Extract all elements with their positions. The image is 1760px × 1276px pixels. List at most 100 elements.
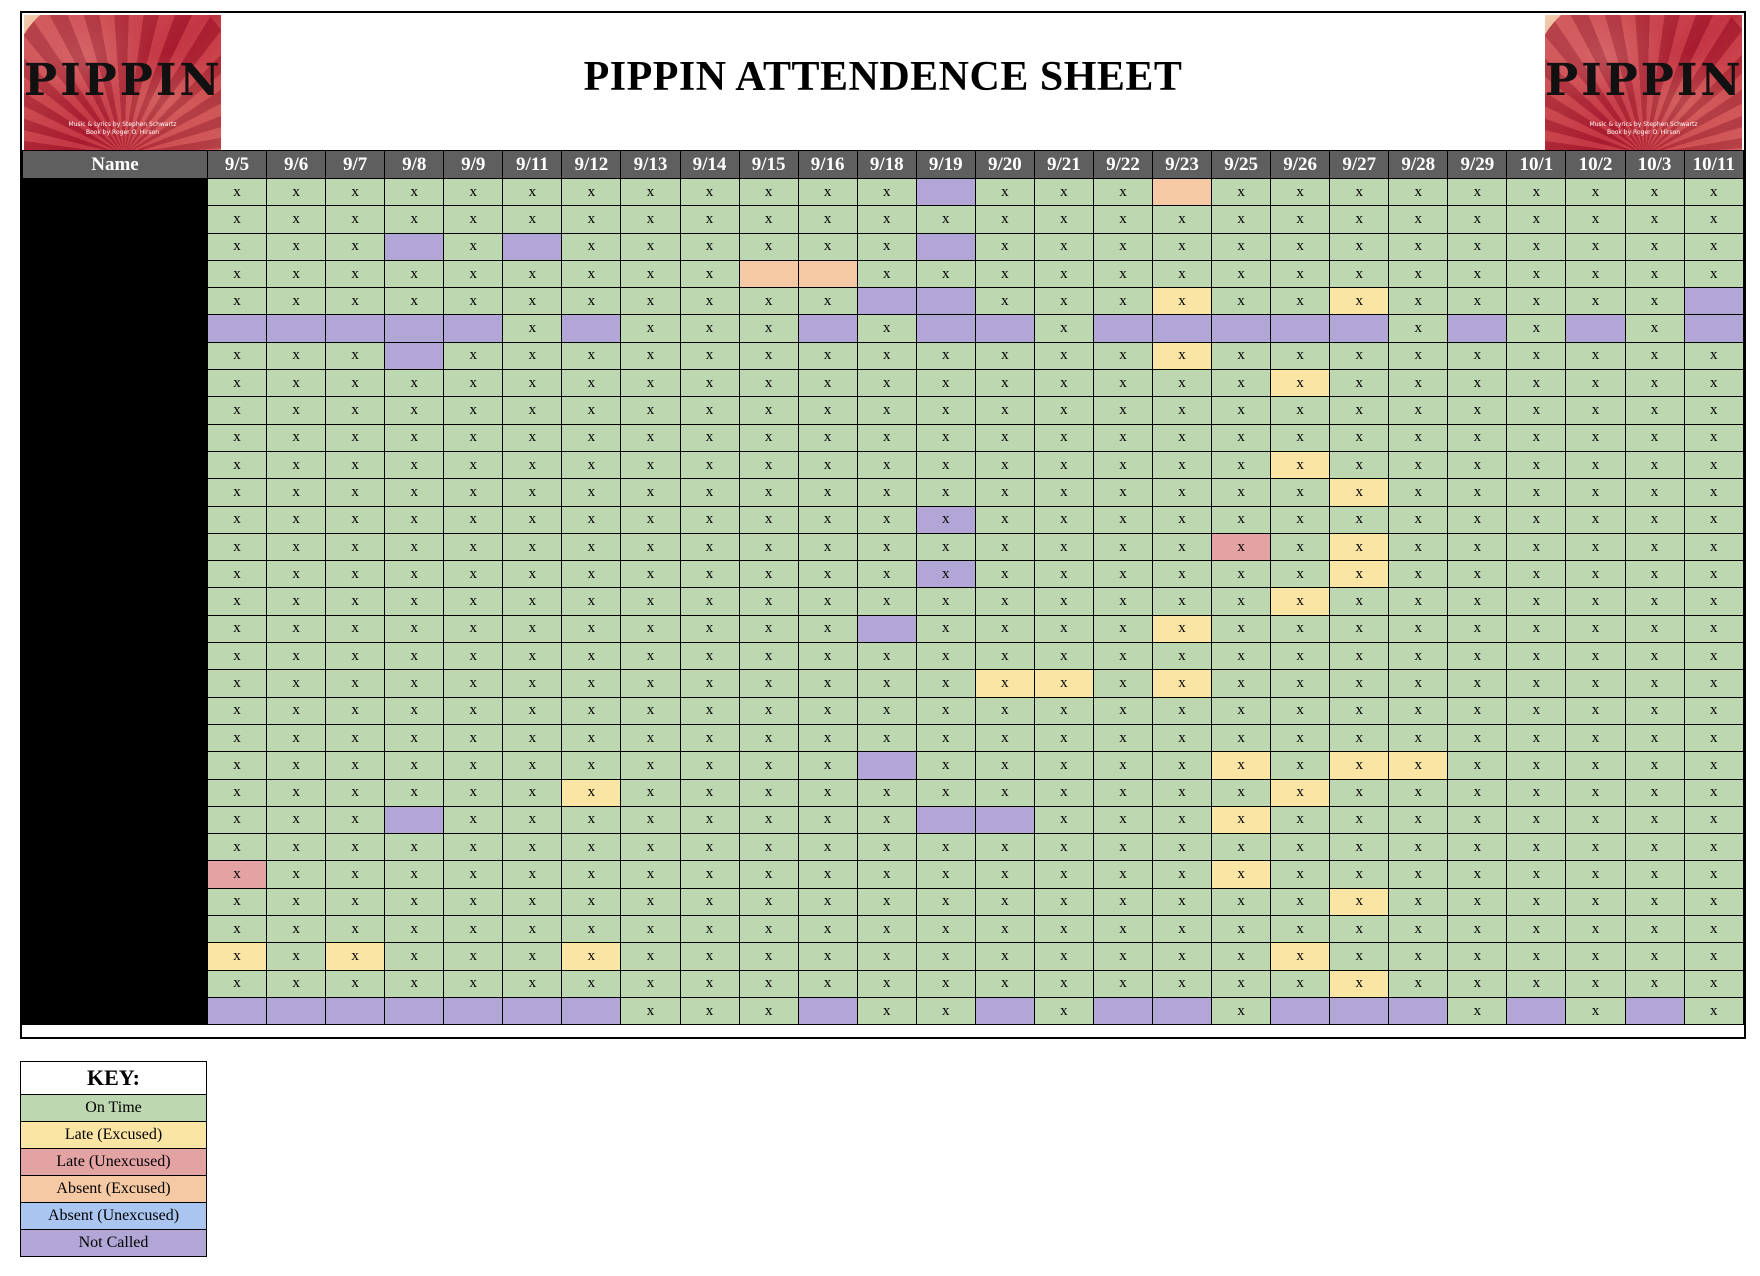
attendance-cell: x bbox=[1211, 642, 1272, 671]
attendance-cell bbox=[797, 259, 858, 289]
attendance-cell: x bbox=[206, 778, 268, 807]
attendance-cell: x bbox=[856, 205, 917, 234]
attendance-cell bbox=[1565, 314, 1626, 343]
attendance-cell: x bbox=[1565, 751, 1626, 780]
attendance-cell: x bbox=[974, 396, 1035, 425]
attendance-cell: x bbox=[1683, 505, 1745, 534]
attendance-cell: x bbox=[266, 833, 327, 862]
attendance-cell: x bbox=[1624, 532, 1685, 562]
attendance-cell: x bbox=[1151, 560, 1213, 589]
attendance-cell: x bbox=[797, 478, 858, 507]
attendance-cell: x bbox=[325, 259, 386, 289]
attendance-cell: x bbox=[915, 505, 976, 534]
attendance-cell: x bbox=[443, 450, 504, 480]
attendance-cell: x bbox=[1388, 450, 1449, 480]
attendance-cell: x bbox=[1092, 915, 1154, 944]
attendance-cell: x bbox=[1151, 450, 1213, 480]
attendance-cell: x bbox=[1151, 232, 1213, 261]
attendance-cell: x bbox=[1329, 778, 1390, 807]
attendance-cell: x bbox=[206, 969, 268, 998]
attendance-cell bbox=[384, 996, 445, 1026]
attendance-cell: x bbox=[1151, 805, 1213, 835]
attendance-cell: x bbox=[206, 833, 268, 862]
attendance-cell bbox=[1388, 996, 1449, 1026]
attendance-cell: x bbox=[502, 887, 563, 917]
attendance-cell: x bbox=[1211, 751, 1272, 780]
attendance-cell: x bbox=[738, 423, 799, 452]
attendance-cell: x bbox=[1270, 860, 1331, 889]
attendance-cell: x bbox=[856, 996, 917, 1026]
attendance-cell: x bbox=[1683, 205, 1745, 234]
attendance-cell: x bbox=[620, 532, 681, 562]
key-item: Late (Unexcused) bbox=[20, 1148, 207, 1176]
date-header: 9/5 bbox=[206, 150, 268, 179]
attendance-cell: x bbox=[738, 177, 799, 207]
attendance-cell: x bbox=[1506, 396, 1567, 425]
attendance-cell: x bbox=[266, 887, 327, 917]
attendance-cell: x bbox=[1506, 341, 1567, 371]
attendance-cell: x bbox=[1565, 478, 1626, 507]
attendance-cell: x bbox=[1565, 532, 1626, 562]
attendance-cell: x bbox=[738, 287, 799, 316]
attendance-cell: x bbox=[1624, 614, 1685, 644]
attendance-cell: x bbox=[502, 778, 563, 807]
attendance-cell: x bbox=[856, 478, 917, 507]
attendance-cell: x bbox=[620, 341, 681, 371]
attendance-cell: x bbox=[1388, 423, 1449, 452]
attendance-cell: x bbox=[1683, 177, 1745, 207]
attendance-cell: x bbox=[797, 369, 858, 398]
attendance-cell: x bbox=[738, 505, 799, 534]
attendance-cell: x bbox=[915, 915, 976, 944]
pippin-logo-left: PIPPIN Music & Lyrics by Stephen Schwart… bbox=[24, 15, 221, 150]
attendance-cell: x bbox=[620, 969, 681, 998]
attendance-cell: x bbox=[974, 505, 1035, 534]
attendance-cell: x bbox=[1447, 259, 1508, 289]
attendance-cell: x bbox=[1211, 232, 1272, 261]
attendance-cell: x bbox=[1683, 532, 1745, 562]
attendance-cell: x bbox=[1151, 587, 1213, 616]
attendance-cell: x bbox=[384, 478, 445, 507]
attendance-cell: x bbox=[620, 369, 681, 398]
attendance-cell: x bbox=[1683, 696, 1745, 725]
attendance-cell: x bbox=[502, 478, 563, 507]
attendance-cell: x bbox=[974, 751, 1035, 780]
attendance-cell: x bbox=[738, 969, 799, 998]
attendance-cell: x bbox=[974, 887, 1035, 917]
attendance-cell: x bbox=[974, 341, 1035, 371]
attendance-cell bbox=[1329, 996, 1390, 1026]
attendance-cell: x bbox=[1033, 478, 1094, 507]
attendance-cell: x bbox=[1329, 478, 1390, 507]
attendance-cell: x bbox=[502, 642, 563, 671]
attendance-cell: x bbox=[1388, 532, 1449, 562]
attendance-cell: x bbox=[1270, 478, 1331, 507]
attendance-cell: x bbox=[915, 587, 976, 616]
attendance-cell: x bbox=[561, 341, 622, 371]
attendance-cell: x bbox=[1506, 778, 1567, 807]
attendance-cell: x bbox=[384, 778, 445, 807]
attendance-cell: x bbox=[679, 751, 740, 780]
date-header: 10/11 bbox=[1683, 150, 1745, 179]
attendance-cell: x bbox=[206, 287, 268, 316]
attendance-cell: x bbox=[1447, 478, 1508, 507]
attendance-cell: x bbox=[679, 805, 740, 835]
attendance-cell: x bbox=[325, 532, 386, 562]
attendance-cell: x bbox=[1211, 396, 1272, 425]
attendance-cell: x bbox=[443, 887, 504, 917]
attendance-cell: x bbox=[856, 532, 917, 562]
attendance-cell: x bbox=[738, 205, 799, 234]
attendance-cell: x bbox=[443, 259, 504, 289]
attendance-cell: x bbox=[1092, 969, 1154, 998]
attendance-cell: x bbox=[206, 805, 268, 835]
attendance-cell: x bbox=[384, 450, 445, 480]
attendance-cell bbox=[797, 314, 858, 343]
attendance-cell: x bbox=[384, 614, 445, 644]
attendance-cell: x bbox=[1388, 560, 1449, 589]
attendance-cell: x bbox=[1388, 341, 1449, 371]
attendance-cell: x bbox=[561, 915, 622, 944]
attendance-cell: x bbox=[384, 205, 445, 234]
